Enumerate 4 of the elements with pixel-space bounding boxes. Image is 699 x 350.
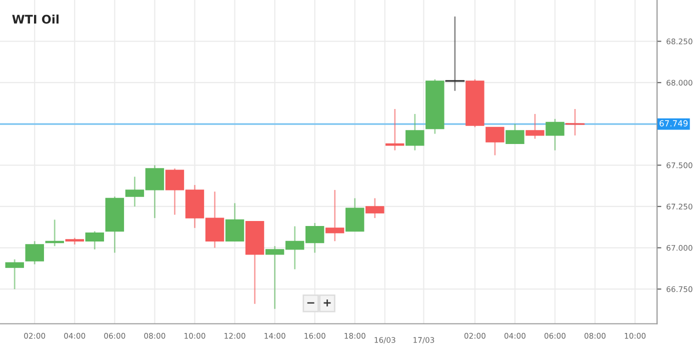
annotation: − bbox=[307, 302, 314, 304]
text: WTI Oil bbox=[12, 14, 59, 24]
annotation: + bbox=[324, 299, 331, 306]
ref-line-label: 67.749 bbox=[660, 120, 688, 126]
